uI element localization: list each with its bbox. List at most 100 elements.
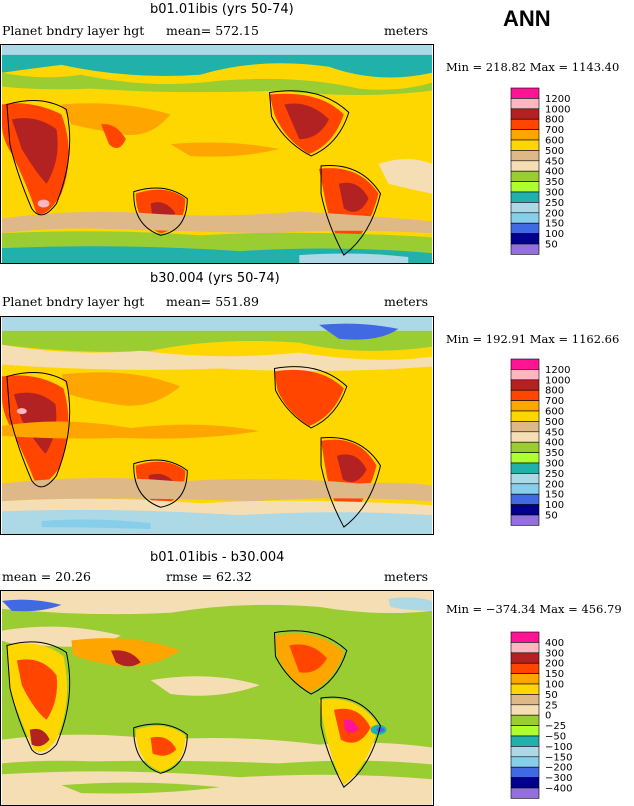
panel2-title: b30.004 (yrs 50-74) xyxy=(150,271,280,286)
legend-level-label: 150 xyxy=(545,219,564,230)
legend-level-label: 700 xyxy=(545,396,564,407)
panel2-minmax: Min = 192.91 Max = 1162.66 xyxy=(446,332,620,346)
legend-swatch xyxy=(510,514,540,526)
legend-swatch xyxy=(510,98,540,110)
legend-level-label: 500 xyxy=(545,417,564,428)
panel1-units: meters xyxy=(384,23,429,38)
legend-swatch xyxy=(510,181,540,193)
legend-swatch xyxy=(510,160,540,172)
legend-swatch xyxy=(510,431,540,443)
legend-swatch xyxy=(510,504,540,516)
panel1-map xyxy=(0,44,434,264)
panel3-legend: 40030020015010050250−25−50−100−150−200−3… xyxy=(510,631,572,799)
legend-swatch xyxy=(510,108,540,120)
legend-swatch xyxy=(510,714,540,726)
legend-swatch xyxy=(510,202,540,214)
legend-level-label: 250 xyxy=(545,469,564,480)
legend-swatch xyxy=(510,191,540,203)
panel3-map xyxy=(0,590,434,806)
legend-level-label: 200 xyxy=(545,479,564,490)
legend-level-label: 350 xyxy=(545,448,564,459)
legend-swatch xyxy=(510,118,540,130)
legend-swatch xyxy=(510,766,540,778)
legend-swatch xyxy=(510,673,540,685)
legend-swatch xyxy=(510,358,540,370)
legend-level-label: 350 xyxy=(545,177,564,188)
legend-level-label: 50 xyxy=(545,511,558,522)
legend-swatch xyxy=(510,452,540,464)
legend-swatch xyxy=(510,212,540,224)
legend-level-label: 1200 xyxy=(545,94,570,105)
legend-swatch xyxy=(510,473,540,485)
legend-swatch xyxy=(510,787,540,799)
legend-swatch xyxy=(510,369,540,381)
legend-swatch xyxy=(510,410,540,422)
panel2-units: meters xyxy=(384,294,429,309)
legend-level-label: 100 xyxy=(545,500,564,511)
legend-level-label: 150 xyxy=(545,669,564,680)
legend-level-label: 100 xyxy=(545,680,564,691)
legend-level-label: 200 xyxy=(545,208,564,219)
legend-swatch xyxy=(510,746,540,758)
legend-level-label: 400 xyxy=(545,638,564,649)
legend-swatch xyxy=(510,756,540,768)
legend-level-label: −400 xyxy=(545,784,572,795)
legend-swatch xyxy=(510,129,540,141)
legend-swatch xyxy=(510,694,540,706)
legend-swatch xyxy=(510,379,540,391)
legend-level-label: −200 xyxy=(545,763,572,774)
legend-swatch xyxy=(510,704,540,716)
panel2-map xyxy=(0,316,434,535)
legend-level-label: 700 xyxy=(545,125,564,136)
legend-level-label: −25 xyxy=(545,721,566,732)
panel1-variable: Planet bndry layer hgt xyxy=(2,23,145,38)
panel3-title: b01.01ibis - b30.004 xyxy=(150,550,285,565)
legend-level-label: 150 xyxy=(545,490,564,501)
legend-level-label: −150 xyxy=(545,752,572,763)
legend-level-label: 450 xyxy=(545,156,564,167)
legend-swatch xyxy=(510,662,540,674)
legend-swatch xyxy=(510,400,540,412)
legend-swatch xyxy=(510,735,540,747)
legend-level-label: 200 xyxy=(545,659,564,670)
panel3-units: meters xyxy=(384,569,429,584)
legend-swatch xyxy=(510,725,540,737)
panel1-title: b01.01ibis (yrs 50-74) xyxy=(150,2,294,17)
legend-level-label: 1000 xyxy=(545,104,570,115)
legend-level-label: 50 xyxy=(545,690,558,701)
legend-level-label: −50 xyxy=(545,732,566,743)
legend-swatch xyxy=(510,170,540,182)
legend-level-label: 800 xyxy=(545,115,564,126)
legend-level-label: 800 xyxy=(545,386,564,397)
legend-level-label: 450 xyxy=(545,427,564,438)
legend-level-label: 400 xyxy=(545,438,564,449)
season-label: ANN xyxy=(503,6,551,31)
legend-swatch xyxy=(510,441,540,453)
legend-swatch xyxy=(510,233,540,245)
legend-swatch xyxy=(510,483,540,495)
legend-swatch xyxy=(510,631,540,643)
legend-level-label: 500 xyxy=(545,146,564,157)
legend-swatch xyxy=(510,421,540,433)
legend-swatch xyxy=(510,389,540,401)
legend-swatch xyxy=(510,642,540,654)
legend-level-label: 50 xyxy=(545,240,558,251)
legend-swatch xyxy=(510,222,540,234)
panel1-minmax: Min = 218.82 Max = 1143.40 xyxy=(446,60,620,74)
legend-level-label: −300 xyxy=(545,773,572,784)
legend-swatch xyxy=(510,243,540,255)
legend-level-label: 600 xyxy=(545,407,564,418)
legend-level-label: 300 xyxy=(545,188,564,199)
legend-swatch xyxy=(510,493,540,505)
panel3-mean: mean = 20.26 xyxy=(2,569,91,584)
panel3-minmax: Min = −374.34 Max = 456.79 xyxy=(446,602,622,616)
legend-level-label: 0 xyxy=(545,711,551,722)
legend-swatch xyxy=(510,683,540,695)
panel1-legend: 1200100080070060050045040035030025020015… xyxy=(510,87,570,255)
legend-swatch xyxy=(510,139,540,151)
legend-level-label: 1200 xyxy=(545,365,570,376)
legend-swatch xyxy=(510,150,540,162)
legend-level-label: 300 xyxy=(545,459,564,470)
legend-swatch xyxy=(510,462,540,474)
legend-level-label: 1000 xyxy=(545,375,570,386)
